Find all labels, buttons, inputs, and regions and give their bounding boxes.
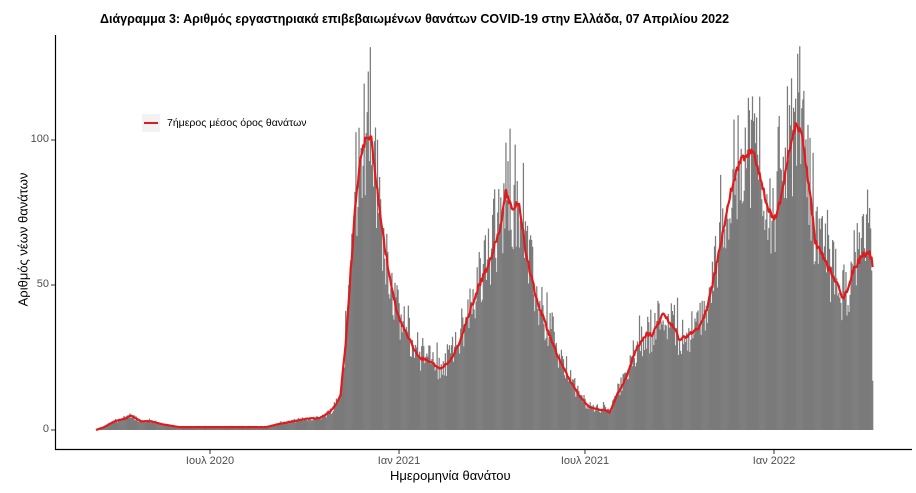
x-tick-label: Ιουλ 2021 bbox=[560, 455, 610, 467]
y-axis-label: Αριθμός νέων θανάτων bbox=[15, 172, 31, 307]
y-axis-ticks bbox=[51, 139, 55, 431]
daily-deaths-bars bbox=[96, 46, 874, 431]
moving-average-line bbox=[95, 121, 874, 432]
y-tick-label: 50 bbox=[36, 278, 49, 290]
y-tick-label: 100 bbox=[30, 133, 49, 145]
x-tick-label: Ιαν 2021 bbox=[377, 455, 421, 467]
x-tick-label: Ιουλ 2020 bbox=[185, 455, 235, 467]
legend: 7ήμερος μέσος όρος θανάτων bbox=[142, 114, 307, 132]
chart-title: Διάγραμμα 3: Αριθμός εργαστηριακά επιβεβ… bbox=[100, 12, 730, 26]
legend-line-key-icon bbox=[142, 114, 160, 132]
y-tick-label: 0 bbox=[42, 423, 49, 435]
x-axis-ticks bbox=[209, 450, 775, 454]
x-axis-label: Ημερομηνία θανάτου bbox=[390, 468, 511, 483]
legend-label: 7ήμερος μέσος όρος θανάτων bbox=[167, 117, 307, 129]
x-tick-label: Ιαν 2022 bbox=[752, 455, 796, 467]
